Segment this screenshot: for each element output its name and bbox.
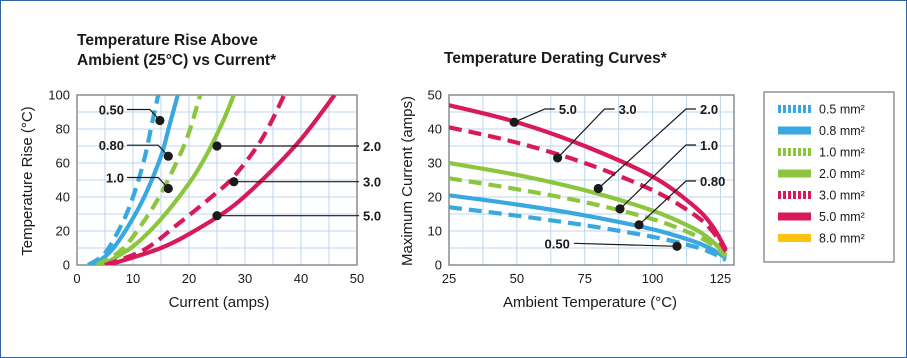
callout-dot — [163, 183, 173, 194]
callout-dot — [509, 117, 519, 127]
y-tick-label: 100 — [48, 88, 70, 103]
legend-label: 2.0 mm² — [819, 167, 865, 181]
chart2-xlabel: Ambient Temperature (°C) — [503, 294, 677, 311]
chart1-title-line1: Temperature Rise Above — [77, 32, 258, 49]
callout-dot — [229, 177, 239, 187]
callout-leader — [127, 176, 169, 189]
legend-label: 3.0 mm² — [819, 189, 865, 203]
series-line-2-0 — [101, 95, 236, 265]
legend-label: 0.8 mm² — [819, 124, 865, 138]
y-tick-label: 30 — [428, 156, 442, 171]
legend-label: 1.0 mm² — [819, 146, 865, 160]
y-tick-label: 20 — [428, 190, 442, 205]
callout-leader — [127, 144, 169, 157]
y-tick-label: 20 — [56, 224, 70, 239]
x-tick-label: 10 — [126, 271, 140, 286]
callout-label: 0.50 — [99, 103, 124, 118]
x-tick-label: 50 — [350, 271, 364, 286]
callout-dot — [615, 204, 625, 214]
chart1-plot: 0 10 20 30 40 50 0 20 40 60 80 100 0.50 0.80 1.0 2.0 3.0… — [48, 88, 381, 287]
callout-label: 1.0 — [106, 171, 124, 186]
callout-label: 0.80 — [700, 174, 725, 189]
chart1-ylabel: Temperature Rise (°C) — [19, 106, 36, 255]
series-line-1-0 — [449, 176, 728, 259]
callout-label: 2.0 — [363, 139, 381, 154]
callout-leader — [638, 180, 696, 226]
y-tick-label: 50 — [428, 88, 442, 103]
series-line-0-5 — [449, 205, 727, 262]
y-tick-label: 0 — [435, 258, 442, 273]
series-line-0-8 — [449, 193, 728, 260]
x-tick-label: 125 — [710, 271, 732, 286]
y-tick-label: 60 — [56, 156, 70, 171]
x-tick-label: 0 — [73, 271, 80, 286]
callout-label: 0.80 — [99, 138, 124, 153]
legend-label: 5.0 mm² — [819, 210, 865, 224]
y-tick-label: 40 — [428, 122, 442, 137]
x-tick-label: 50 — [510, 271, 524, 286]
callout-label: 1.0 — [700, 138, 718, 153]
callout-leader — [597, 108, 696, 189]
callout-leader — [573, 242, 678, 247]
callout-label: 2.0 — [700, 102, 718, 117]
chart2-ylabel: Maximum Current (amps) — [399, 96, 416, 266]
callout-label: 5.0 — [363, 209, 381, 224]
chart2-legend: 0.5 mm² 0.8 mm² 1.0 mm² 2.0 mm² 3.0 mm² 5.0 m… — [763, 91, 895, 263]
legend-label: 0.5 mm² — [819, 103, 865, 117]
y-tick-label: 10 — [428, 224, 442, 239]
callout-label: 3.0 — [363, 175, 381, 190]
series-line-5-0 — [107, 95, 337, 265]
series-line-0-8 — [92, 95, 180, 265]
y-tick-label: 40 — [56, 190, 70, 205]
x-tick-label: 100 — [642, 271, 664, 286]
y-tick-label: 0 — [63, 258, 70, 273]
callout-label: 3.0 — [619, 102, 637, 117]
series-line-0-5 — [86, 95, 161, 265]
callout-leader — [127, 108, 161, 121]
series-line-1-0 — [95, 95, 203, 265]
callout-dot — [163, 151, 173, 161]
series-line-3-0 — [449, 125, 728, 253]
x-tick-label: 75 — [577, 271, 591, 286]
series-line-3-0 — [104, 95, 287, 265]
chart1-xlabel: Current (amps) — [169, 294, 270, 311]
callout-label: 0.50 — [545, 236, 570, 251]
callout-leader — [513, 108, 555, 123]
plot-border — [76, 94, 358, 266]
callout-dot — [634, 220, 644, 230]
y-tick-label: 80 — [56, 122, 70, 137]
callout-dot — [212, 211, 222, 221]
chart2-title: Temperature Derating Curves* — [444, 50, 668, 67]
x-tick-label: 20 — [182, 271, 196, 286]
callout-label: 5.0 — [559, 102, 577, 117]
legend-label: 8.0 mm² — [819, 232, 865, 246]
callout-leader — [557, 108, 615, 159]
chart1-title-line2: Ambient (25°C) vs Current* — [77, 52, 277, 69]
callout-dot — [593, 183, 603, 194]
x-tick-label: 40 — [294, 271, 308, 286]
callout-dot — [672, 241, 682, 251]
x-tick-label: 30 — [238, 271, 252, 286]
chart2-plot: 25 50 75 100 125 0 10 20 30 40 50 5.0 3.0 2.0 1.0 0.80 0… — [428, 88, 735, 286]
callout-dot — [212, 141, 222, 151]
callout-leader — [619, 144, 696, 210]
callout-dot — [552, 153, 563, 163]
callout-dot — [155, 115, 165, 126]
series-line-2-0 — [449, 160, 728, 257]
x-tick-label: 25 — [442, 271, 456, 286]
